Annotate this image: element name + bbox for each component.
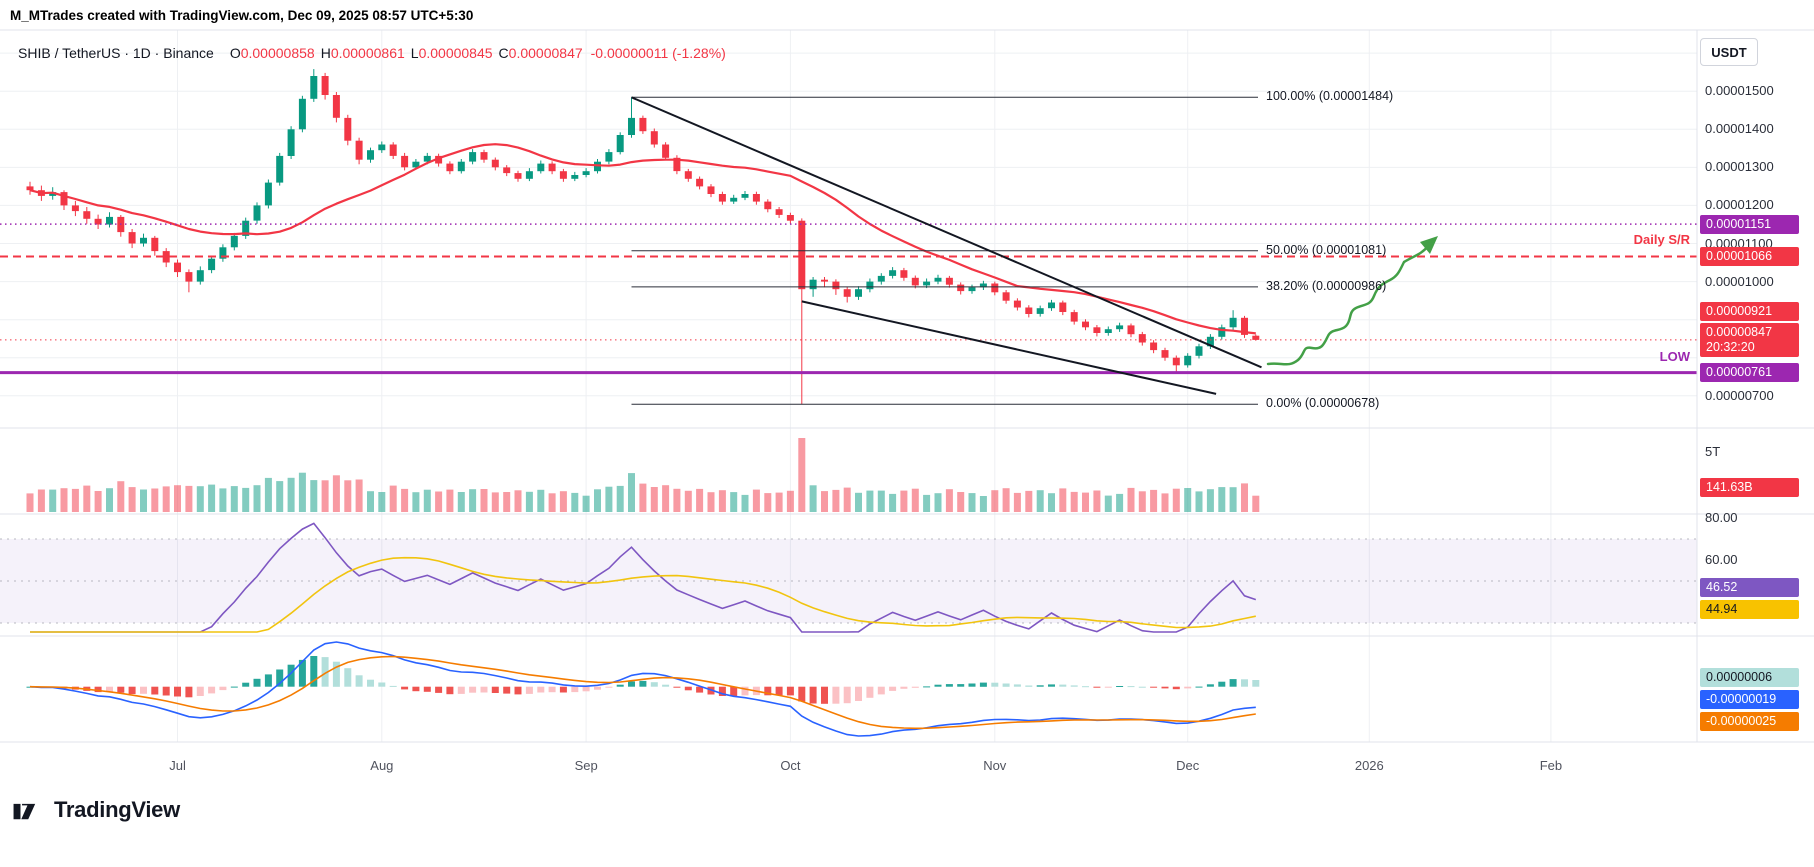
symbol-legend[interactable]: SHIB / TetherUS · 1D · Binance O0.0000085… (18, 45, 726, 61)
time-axis-label: Sep (574, 758, 598, 773)
fib-level-label: 38.20% (0.00000986) (1266, 278, 1387, 293)
time-axis-label: 2026 (1354, 758, 1384, 773)
rsi-value-badge: 46.52 (1700, 578, 1799, 598)
time-axis-label: Jul (169, 758, 186, 773)
symbol-title[interactable]: SHIB / TetherUS · 1D · Binance (18, 45, 214, 61)
price-axis-label: 0.00001300 (1705, 159, 1774, 175)
ohlc-close-label: C (498, 45, 509, 61)
fib-level-label: 50.00% (0.00001081) (1266, 242, 1387, 257)
macd-histogram-badge: 0.00000006 (1700, 668, 1799, 687)
volume-scale-label: 5T (1705, 444, 1721, 459)
daily-sr-price-badge: 0.00001066 (1700, 246, 1799, 266)
fib-level-label: 0.00% (0.00000678) (1266, 396, 1380, 411)
last-price-badge: 0.00000847 20:32:20 (1700, 322, 1799, 357)
ohlc-high-label: H (320, 45, 331, 61)
time-axis-label: Aug (370, 758, 394, 773)
tradingview-logo-text: TradingView (54, 797, 180, 822)
rsi-ma-value-badge: 44.94 (1700, 600, 1799, 620)
tradingview-logo[interactable]: TradingView (12, 794, 180, 826)
macd-signal-badge: -0.00000025 (1700, 712, 1799, 731)
rsi-scale-label-80: 80.00 (1705, 510, 1738, 525)
fib-level-label: 100.00% (0.00001484) (1266, 89, 1394, 104)
resistance-price-badge: 0.00001151 (1700, 214, 1799, 234)
price-axis-label: 0.00001000 (1705, 273, 1774, 289)
countdown-timer: 20:32:20 (1706, 339, 1755, 354)
time-axis-label: Nov (983, 758, 1007, 773)
ohlc-open-label: O (229, 45, 241, 61)
ohlc-high-value: 0.00000861 (330, 45, 405, 61)
time-axis[interactable]: Jul Aug Sep Oct Nov Dec 2026 Feb (0, 742, 1814, 782)
price-axis-label: 0.00001500 (1705, 83, 1774, 99)
time-axis-label: Dec (1176, 758, 1200, 773)
currency-toggle-button[interactable]: USDT (1700, 38, 1758, 66)
low-label: LOW (1659, 348, 1690, 364)
price-axis-label: 0.00001100 (1705, 235, 1773, 251)
watermark-text: M_MTrades created with TradingView.com, … (10, 8, 474, 23)
ohlc-open-value: 0.00000858 (240, 45, 315, 61)
volume-value-badge: 141.63B (1700, 478, 1799, 497)
tradingview-logo-icon (13, 803, 36, 820)
time-axis-label: Feb (1539, 758, 1563, 773)
macd-line-badge: -0.00000019 (1700, 690, 1799, 709)
daily-sr-label: Daily S/R (1633, 232, 1690, 248)
low-price-badge: 0.00000761 (1700, 363, 1799, 383)
ohlc-close-value: 0.00000847 (508, 45, 583, 61)
ohlc-low-value: 0.00000845 (418, 45, 493, 61)
ohlc-change: -0.00000011 (-1.28%) (590, 45, 726, 61)
price-axis-label: 0.00001200 (1705, 197, 1774, 213)
ohlc-low-label: L (410, 45, 419, 61)
ma-price-badge: 0.00000921 (1700, 302, 1799, 322)
rsi-scale-label-60: 60.00 (1705, 552, 1738, 567)
price-axis-label: 0.00001400 (1705, 121, 1774, 137)
price-axis-label: 0.00000700 (1705, 387, 1774, 403)
time-axis-label: Oct (780, 758, 801, 773)
